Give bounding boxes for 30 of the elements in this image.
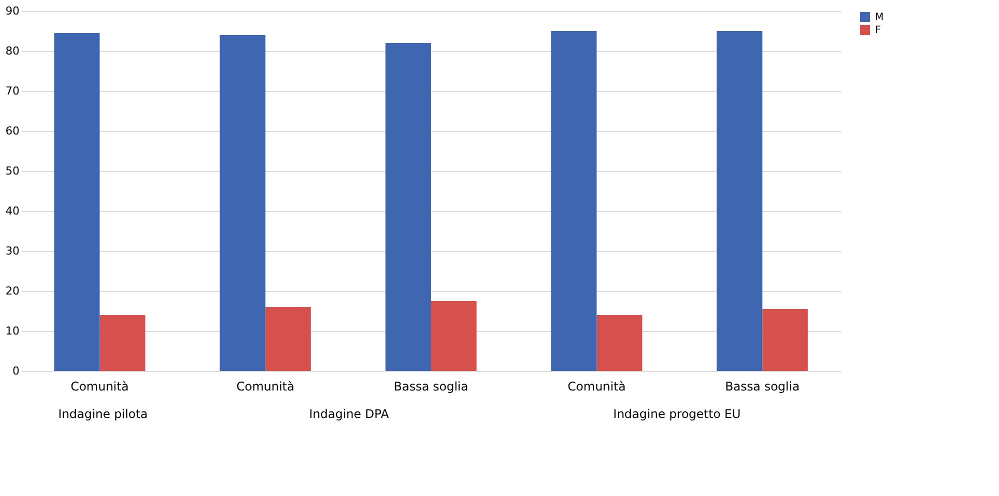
legend-label: F [875, 25, 881, 36]
bar [100, 315, 146, 371]
bar [716, 31, 762, 371]
y-tick-label: 80 [6, 44, 20, 58]
y-tick-label: 20 [6, 284, 20, 298]
bar [762, 309, 808, 371]
y-tick-label: 50 [6, 164, 20, 178]
text: Indagine progetto EU [613, 407, 741, 421]
y-tick-label: 0 [12, 364, 20, 378]
bar [265, 307, 311, 371]
y-tick-label: 40 [6, 204, 20, 218]
bar [551, 31, 597, 371]
x-tick-label: Bassa soglia [394, 380, 468, 394]
text: Indagine pilota [58, 407, 148, 421]
x-tick-label: Comunità [236, 380, 294, 394]
bar [54, 33, 100, 371]
bar [385, 43, 431, 371]
bar [596, 315, 642, 371]
x-tick-label: Comunità [568, 380, 626, 394]
y-tick-label: 70 [6, 84, 20, 98]
bar [431, 301, 477, 371]
bar [220, 35, 266, 371]
legend-label: M [875, 12, 884, 23]
x-tick-label: Bassa soglia [725, 380, 800, 394]
y-tick-label: 60 [6, 124, 20, 138]
y-tick-label: 10 [6, 324, 20, 338]
x-tick-label: Comunità [70, 380, 129, 394]
text: Indagine DPA [309, 407, 390, 421]
y-tick-label: 90 [6, 4, 20, 18]
y-tick-label: 30 [6, 244, 20, 258]
